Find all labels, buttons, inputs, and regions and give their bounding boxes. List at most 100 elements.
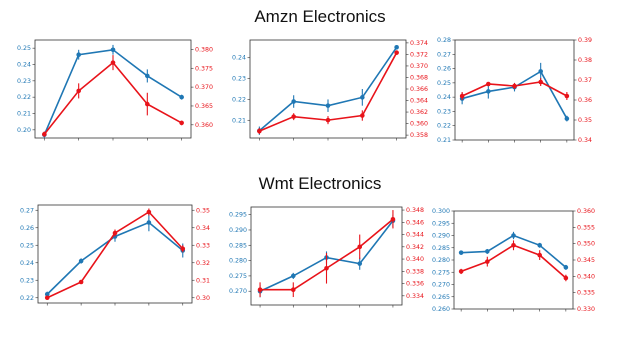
left-tick-label: 0.28 — [437, 37, 451, 44]
data-point-right — [76, 88, 81, 94]
left-tick-label: 0.23 — [232, 76, 246, 83]
right-tick-label: 0.330 — [577, 306, 595, 313]
right-tick-label: 0.36 — [578, 97, 592, 104]
right-tick-label: 0.380 — [195, 46, 213, 53]
data-point-right — [563, 275, 569, 281]
left-tick-label: 0.290 — [432, 233, 450, 240]
right-tick-label: 0.37 — [578, 77, 592, 84]
right-tick-label: 0.32 — [196, 260, 210, 267]
left-tick-label: 0.275 — [229, 273, 247, 280]
chart-panel-4: 0.22 0.23 0.24 0.25 0.26 0.27 0.30 0.31 0.32 0.33… — [20, 204, 210, 306]
chart-panel-3: 0.21 0.22 0.23 0.24 0.25 0.26 0.27 0.28 0.34 0.35… — [437, 37, 592, 144]
data-point-left — [458, 250, 464, 255]
left-tick-label: 0.22 — [17, 94, 31, 101]
data-point-left — [78, 258, 84, 264]
left-tick-label: 0.27 — [20, 207, 34, 214]
right-tick-label: 0.366 — [410, 86, 428, 93]
right-tick-label: 0.368 — [410, 74, 428, 81]
series-line-right — [460, 244, 567, 279]
right-tick-label: 0.358 — [410, 132, 428, 139]
left-tick-label: 0.24 — [232, 55, 246, 62]
right-tick-label: 0.360 — [577, 208, 595, 215]
data-point-right — [145, 101, 150, 107]
data-point-right — [146, 209, 152, 215]
plot-frame — [37, 204, 193, 304]
right-tick-label: 0.362 — [410, 109, 428, 116]
data-point-left — [486, 89, 491, 94]
left-tick-label: 0.22 — [20, 295, 34, 302]
data-point-right — [324, 265, 329, 271]
data-point-left — [76, 52, 81, 57]
left-tick-label: 0.290 — [229, 227, 247, 234]
data-point-left — [357, 261, 363, 266]
left-tick-label: 0.21 — [17, 111, 31, 118]
left-tick-label: 0.270 — [432, 282, 450, 289]
right-tick-label: 0.370 — [410, 63, 428, 70]
left-tick-label: 0.270 — [229, 288, 247, 295]
right-tick-label: 0.345 — [577, 257, 595, 264]
right-tick-label: 0.34 — [196, 225, 210, 232]
data-point-right — [257, 287, 263, 292]
data-point-right — [325, 117, 331, 123]
data-point-left — [179, 94, 184, 100]
right-tick-label: 0.370 — [195, 84, 213, 91]
left-tick-label: 0.275 — [432, 269, 450, 276]
right-tick-label: 0.374 — [410, 40, 428, 47]
right-tick-label: 0.340 — [577, 273, 595, 280]
data-point-right — [390, 216, 396, 222]
data-point-left — [511, 233, 516, 238]
left-tick-label: 0.21 — [232, 117, 246, 124]
left-tick-label: 0.23 — [437, 108, 451, 115]
data-point-left — [485, 249, 490, 254]
right-tick-label: 0.334 — [406, 293, 424, 300]
left-tick-label: 0.25 — [17, 45, 31, 52]
left-tick-label: 0.265 — [432, 294, 450, 301]
data-point-left — [291, 99, 296, 104]
data-point-right — [42, 131, 47, 137]
data-point-right — [112, 230, 118, 236]
chart-panel-2: 0.21 0.22 0.23 0.24 0.358 0.360 0.362 0.364 0.36… — [232, 39, 428, 141]
left-tick-label: 0.26 — [437, 66, 451, 73]
data-point-left — [110, 47, 116, 53]
chart-panel-1: 0.20 0.21 0.22 0.23 0.24 0.25 0.360 0.365 0.370 0… — [17, 39, 213, 141]
chart-panel-5: 0.270 0.275 0.280 0.285 0.290 0.295 0.334 0.336… — [229, 206, 424, 308]
data-point-left — [564, 116, 570, 121]
data-point-left — [44, 291, 50, 297]
right-tick-label: 0.31 — [196, 277, 210, 284]
data-point-right — [485, 259, 490, 264]
series-line-left — [461, 70, 568, 119]
data-point-left — [146, 220, 152, 225]
right-tick-label: 0.375 — [195, 65, 213, 72]
data-point-right — [459, 93, 465, 99]
data-point-left — [325, 103, 331, 108]
left-tick-label: 0.24 — [20, 260, 34, 267]
data-point-right — [511, 243, 516, 248]
left-tick-label: 0.24 — [17, 62, 31, 69]
left-tick-label: 0.25 — [20, 242, 34, 249]
data-point-right — [78, 279, 84, 285]
left-tick-label: 0.22 — [437, 123, 451, 130]
left-tick-label: 0.280 — [229, 258, 247, 265]
left-tick-label: 0.21 — [437, 137, 451, 144]
left-tick-label: 0.280 — [432, 257, 450, 264]
data-point-left — [563, 265, 569, 270]
data-point-right — [486, 81, 491, 87]
series-line-right — [43, 61, 183, 135]
right-tick-label: 0.365 — [195, 103, 213, 110]
right-tick-label: 0.30 — [196, 295, 210, 302]
right-tick-label: 0.360 — [410, 121, 428, 128]
data-point-right — [360, 113, 365, 118]
left-tick-label: 0.23 — [17, 78, 31, 85]
left-tick-label: 0.260 — [432, 306, 450, 313]
data-point-right — [538, 79, 543, 85]
data-point-left — [394, 44, 399, 50]
left-tick-label: 0.285 — [432, 245, 450, 252]
left-tick-label: 0.27 — [437, 51, 451, 58]
right-tick-label: 0.355 — [577, 224, 595, 231]
left-tick-label: 0.285 — [229, 242, 247, 249]
data-point-right — [512, 83, 517, 89]
left-tick-label: 0.23 — [20, 277, 34, 284]
data-point-left — [290, 273, 296, 279]
series-line-right — [46, 210, 184, 299]
data-point-right — [44, 295, 50, 301]
